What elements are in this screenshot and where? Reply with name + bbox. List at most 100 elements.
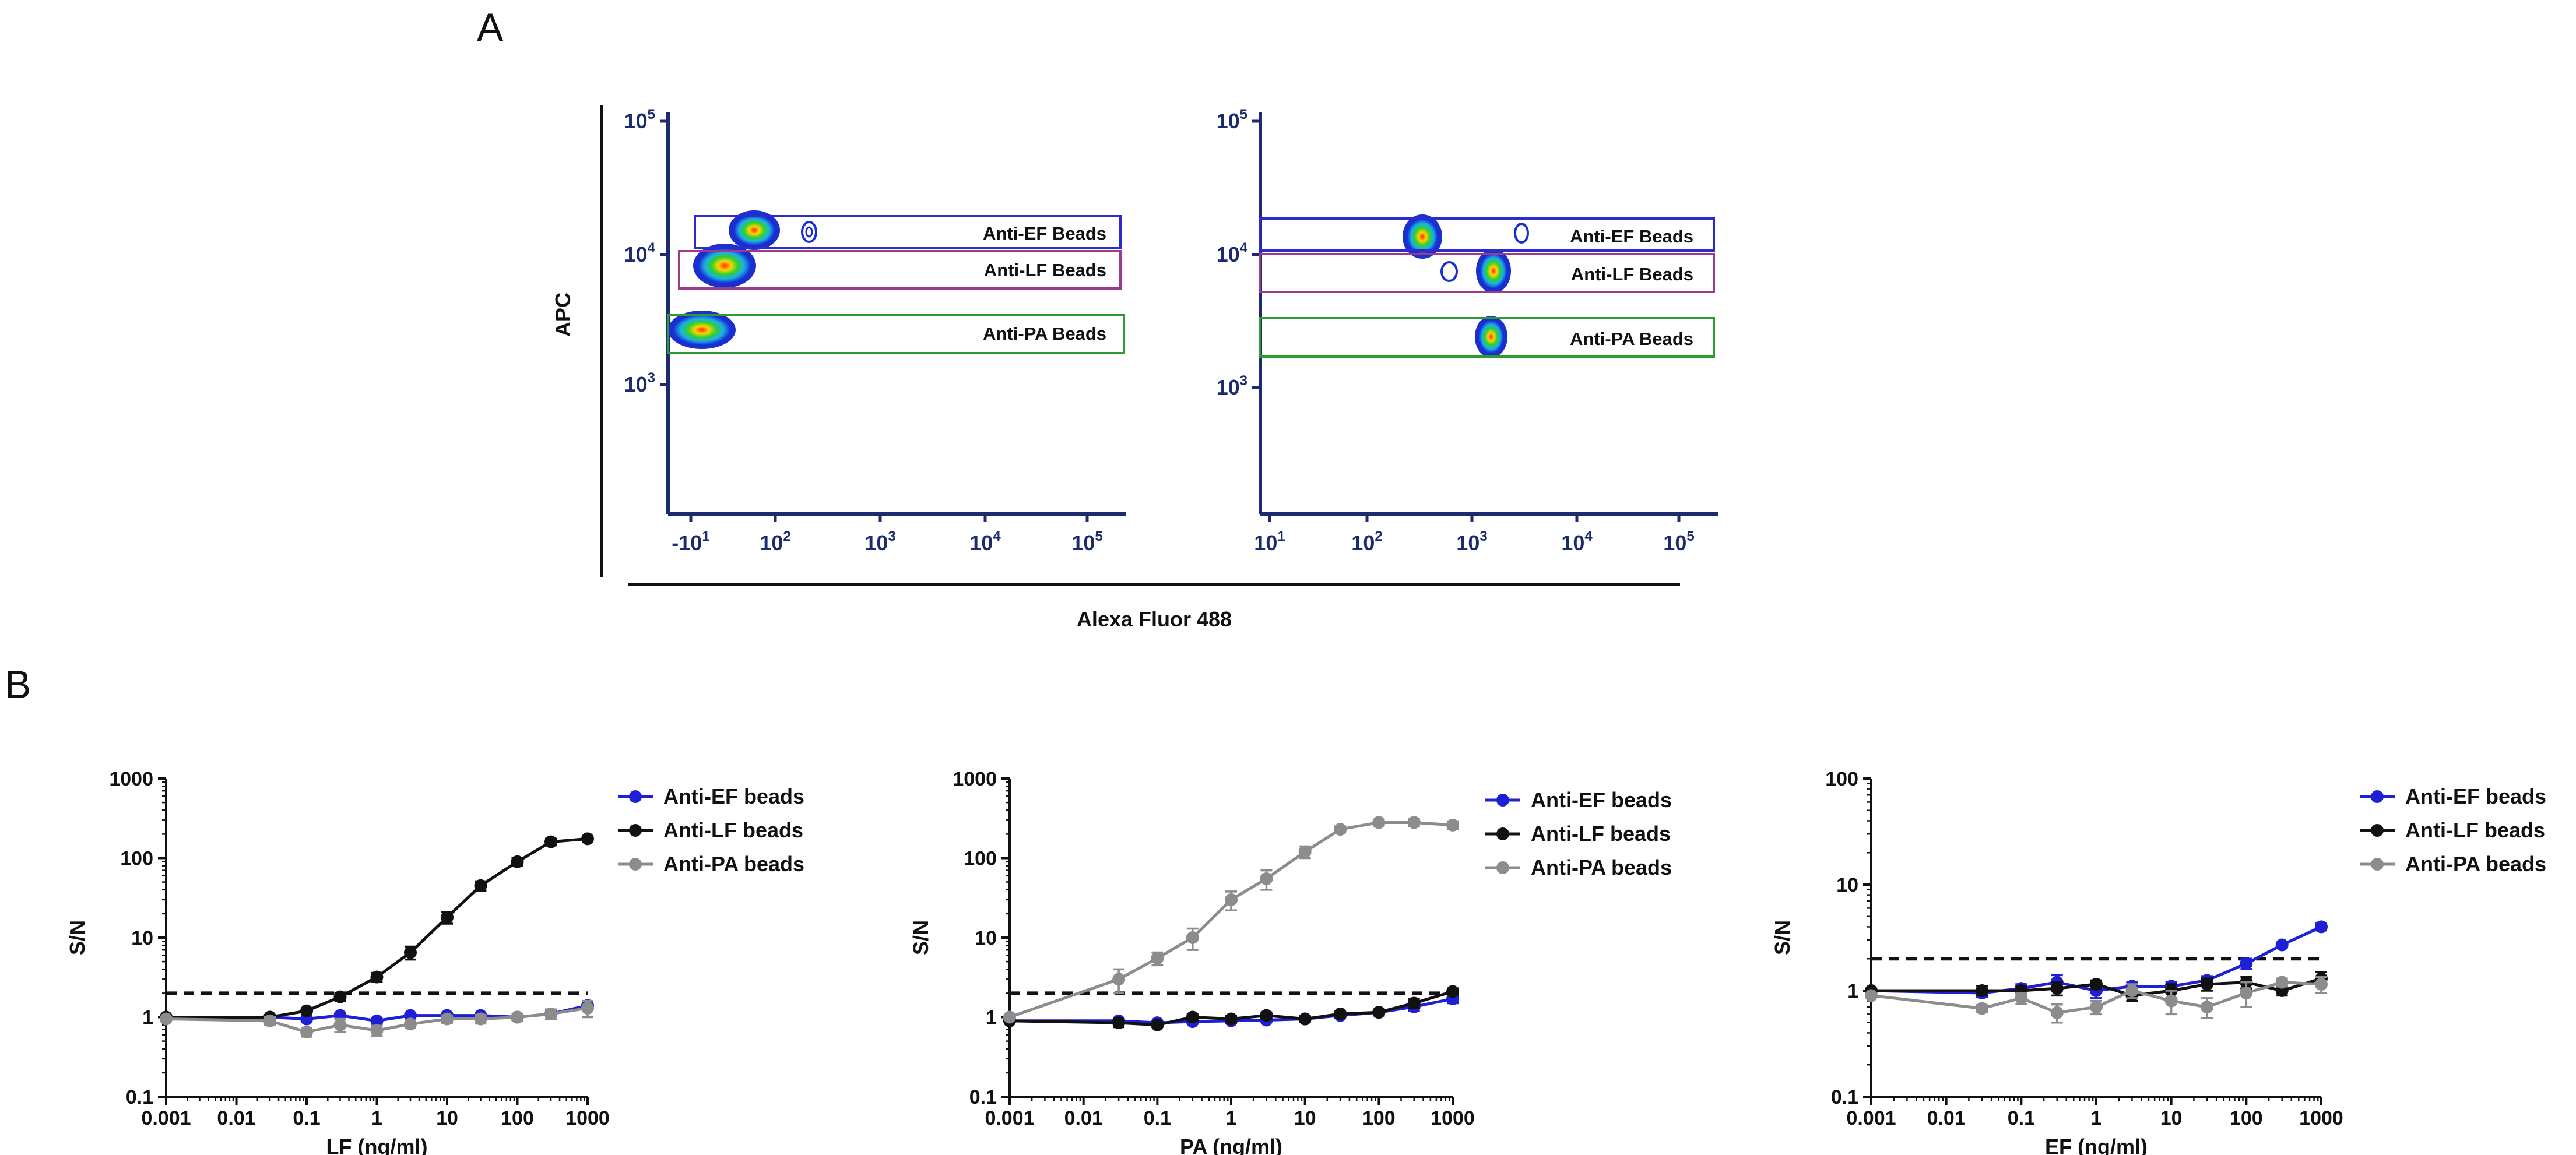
y-tick-label: 1000	[953, 768, 997, 790]
data-point	[2275, 976, 2289, 989]
y-tick-label: 1	[1847, 980, 1858, 1002]
data-point	[2240, 957, 2253, 970]
sn-chart-1: 0.1 1 10 100 1000 0.001 0.01 0.1 1 10 100 1000 LF (n…	[65, 768, 804, 1155]
series-pa	[1003, 816, 1459, 1024]
x-axis-label: PA (ng/ml)	[1180, 1135, 1282, 1155]
flow-right-xtick-label: 102	[1351, 529, 1382, 555]
flow-right-xtick-label: 104	[1561, 529, 1593, 555]
legend-marker	[2371, 790, 2384, 803]
x-tick-label: 1000	[1431, 1107, 1475, 1129]
data-point	[544, 835, 557, 848]
y-tick-label: 1	[142, 1007, 153, 1029]
data-point	[1186, 931, 1199, 944]
x-tick-label: 0.01	[1927, 1107, 1966, 1129]
gate-label-right-pa: Anti-PA Beads	[1570, 329, 1693, 349]
flow-left-xtick-label: 105	[1071, 529, 1102, 555]
data-point	[2275, 938, 2289, 952]
flow-left-xtick-label: -101	[672, 529, 709, 555]
x-tick-label: 1000	[565, 1107, 610, 1129]
panel-b: 0.1 1 10 100 1000 0.001 0.01 0.1 1 10 100 1000 LF (n…	[65, 768, 2546, 1155]
y-axis-label: S/N	[65, 920, 89, 955]
legend-label: Anti-PA beads	[2405, 852, 2546, 876]
flow-left-xtick-label: 104	[969, 529, 1001, 555]
data-point	[1334, 823, 1347, 836]
x-tick-label: 100	[501, 1107, 534, 1129]
x-tick-label: 0.01	[1064, 1107, 1103, 1129]
y-tick-label: 1000	[109, 768, 153, 790]
data-point	[2050, 1006, 2064, 1019]
data-point	[2315, 920, 2328, 934]
data-point	[1446, 985, 1459, 998]
y-tick-label: 0.1	[1831, 1086, 1858, 1108]
y-tick-label: 0.1	[969, 1086, 997, 1108]
flow-x-label: Alexa Fluor 488	[1077, 607, 1232, 631]
data-point	[581, 1001, 594, 1015]
data-point	[300, 1004, 313, 1017]
data-point	[1298, 1012, 1312, 1026]
data-point	[1407, 996, 1421, 1010]
data-point	[2125, 984, 2139, 997]
gate-label-left-ef: Anti-EF Beads	[983, 223, 1106, 244]
data-point	[2201, 1001, 2214, 1014]
data-point	[2201, 977, 2214, 991]
x-tick-label: 0.1	[1144, 1107, 1171, 1129]
legend-marker	[629, 824, 642, 837]
legend-label: Anti-LF beads	[2405, 818, 2545, 842]
panel-label-a: A	[477, 5, 504, 50]
y-tick-label: 100	[1825, 768, 1858, 790]
legend-marker	[2371, 858, 2384, 871]
legend-label: Anti-EF beads	[2405, 784, 2546, 808]
x-tick-label: 10	[2160, 1107, 2183, 1129]
data-point	[544, 1007, 557, 1020]
data-point	[300, 1026, 313, 1039]
legend-marker	[1496, 794, 1509, 807]
flow-right-xtick-label: 101	[1254, 529, 1285, 555]
data-point	[2090, 1001, 2103, 1014]
data-point	[160, 1012, 173, 1026]
series-pa	[1865, 976, 2328, 1024]
x-tick-label: 0.1	[2008, 1107, 2035, 1129]
flow-right-ytick-label: 103	[1217, 373, 1247, 399]
flow-right-ytick-label: 104	[1217, 240, 1248, 266]
data-point	[263, 1014, 276, 1027]
data-point	[1372, 1006, 1386, 1019]
series-pa	[160, 999, 594, 1039]
data-point	[1003, 1010, 1016, 1024]
series-line	[1009, 821, 1453, 1019]
y-tick-label: 100	[964, 848, 997, 870]
x-tick-label: 100	[2230, 1107, 2263, 1129]
y-tick-label: 0.1	[126, 1086, 153, 1108]
gate-left-ef	[694, 215, 1122, 249]
flow-left-xtick-label: 102	[760, 529, 790, 555]
y-tick-label: 10	[131, 927, 153, 949]
x-tick-label: 0.001	[1846, 1107, 1896, 1129]
x-tick-label: 1	[1226, 1107, 1237, 1129]
population-right-outlier-1	[1440, 261, 1458, 282]
x-tick-label: 0.01	[217, 1107, 255, 1129]
gate-left-lf	[678, 250, 1122, 290]
legend-label: Anti-EF beads	[663, 784, 804, 808]
x-tick-label: 1	[371, 1107, 382, 1129]
data-point	[474, 1012, 487, 1026]
data-point	[1334, 1007, 1347, 1020]
data-point	[1151, 1018, 1164, 1031]
legend-label: Anti-PA beads	[1531, 855, 1672, 879]
legend-marker	[2371, 824, 2384, 837]
data-point	[370, 1014, 384, 1027]
gate-label-right-lf: Anti-LF Beads	[1571, 264, 1693, 284]
population-left-ef	[729, 210, 780, 250]
y-tick-label: 10	[1836, 874, 1858, 896]
flow-left-ytick-label: 103	[624, 370, 655, 396]
data-point	[370, 1024, 384, 1037]
x-tick-label: 0.001	[141, 1107, 191, 1129]
gate-label-left-pa: Anti-PA Beads	[983, 323, 1106, 344]
data-point	[2015, 991, 2028, 1005]
series-ef	[160, 999, 594, 1027]
data-point	[1372, 816, 1386, 829]
data-point	[441, 1012, 454, 1026]
flow-plot-left: 103 104 105 -101 102 103 104 105 Anti-EF Beads	[624, 107, 1126, 555]
x-tick-label: 0.1	[293, 1107, 320, 1129]
data-point	[1865, 989, 1878, 1002]
